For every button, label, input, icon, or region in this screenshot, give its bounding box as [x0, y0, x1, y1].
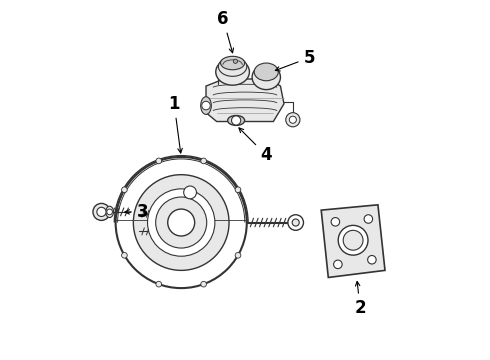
Circle shape — [168, 209, 195, 236]
Text: 5: 5 — [275, 49, 315, 71]
Circle shape — [235, 187, 241, 193]
Ellipse shape — [106, 206, 114, 217]
Polygon shape — [321, 205, 385, 278]
Circle shape — [107, 209, 112, 215]
Circle shape — [156, 197, 207, 248]
Circle shape — [364, 215, 372, 223]
Ellipse shape — [201, 97, 211, 114]
Circle shape — [201, 281, 206, 287]
Text: 3: 3 — [125, 203, 148, 221]
Circle shape — [343, 230, 363, 250]
Circle shape — [235, 252, 241, 258]
Circle shape — [201, 158, 206, 164]
Circle shape — [93, 203, 110, 220]
Circle shape — [338, 225, 368, 255]
Circle shape — [147, 189, 215, 256]
Text: 4: 4 — [239, 128, 272, 164]
Text: 6: 6 — [217, 10, 234, 53]
Circle shape — [233, 59, 238, 63]
Circle shape — [122, 252, 127, 258]
Circle shape — [184, 186, 196, 199]
Circle shape — [122, 187, 127, 193]
Circle shape — [334, 260, 342, 269]
Circle shape — [286, 113, 300, 127]
Circle shape — [116, 157, 247, 288]
Circle shape — [368, 256, 376, 264]
Circle shape — [232, 116, 241, 125]
Circle shape — [202, 101, 210, 110]
Ellipse shape — [254, 63, 278, 81]
Circle shape — [156, 281, 162, 287]
Circle shape — [331, 217, 340, 226]
Circle shape — [292, 219, 299, 226]
Polygon shape — [206, 79, 284, 122]
Ellipse shape — [216, 59, 249, 85]
Circle shape — [156, 158, 162, 164]
Ellipse shape — [219, 57, 247, 76]
Text: 2: 2 — [354, 282, 366, 317]
Text: 1: 1 — [169, 95, 182, 153]
Circle shape — [289, 116, 296, 123]
Ellipse shape — [220, 56, 245, 70]
Circle shape — [288, 215, 303, 230]
Ellipse shape — [252, 65, 280, 90]
Ellipse shape — [228, 116, 245, 125]
Circle shape — [97, 207, 106, 216]
Circle shape — [133, 175, 229, 270]
